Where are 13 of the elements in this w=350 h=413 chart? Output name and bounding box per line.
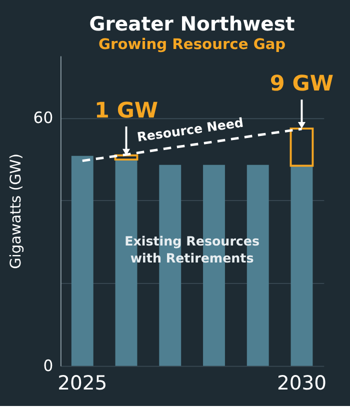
x-tick-label: 2030 <box>276 372 327 395</box>
x-tick-label: 2025 <box>58 372 108 395</box>
y-tick-label: 0 <box>43 357 54 376</box>
y-axis-title: Gigawatts (GW) <box>8 154 25 269</box>
data-label: 9 GW <box>270 72 334 97</box>
chart-subtitle: Growing Resource Gap <box>98 36 286 53</box>
bar <box>71 156 94 366</box>
data-label: 1 GW <box>94 98 158 124</box>
y-tick-label: 60 <box>33 109 54 128</box>
bar <box>290 166 313 366</box>
bar <box>114 154 138 161</box>
chart-title: Greater Northwest <box>89 12 295 36</box>
bar <box>290 128 314 167</box>
